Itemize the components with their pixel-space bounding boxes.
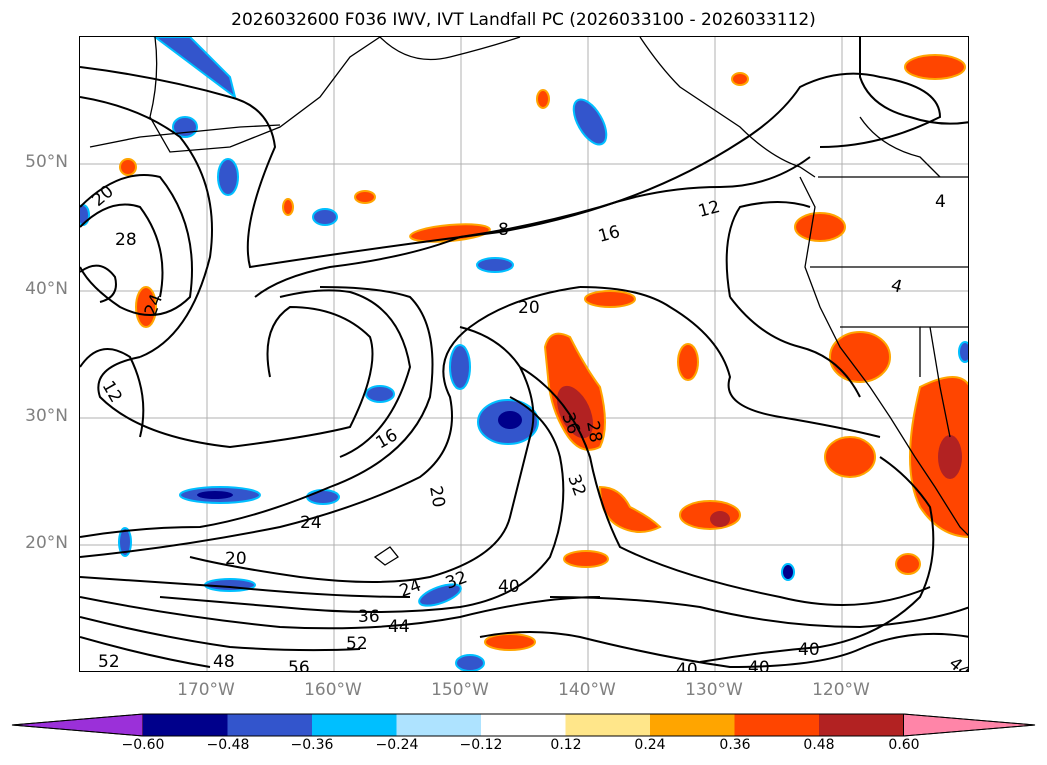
contour-label: 44: [388, 617, 410, 637]
lon-label-130w: 130°W: [685, 680, 743, 700]
colorbar-cell: [650, 714, 735, 736]
contour-label: 16: [373, 425, 402, 453]
coastlines: [89, 37, 968, 566]
lon-label-150w: 150°W: [431, 680, 489, 700]
positive-anomalies: [119, 54, 968, 651]
contour-label: 52: [346, 634, 368, 654]
contour-label: 20: [225, 549, 247, 569]
colorbar-outline: [11, 713, 1036, 737]
contour-label: 44: [945, 654, 969, 672]
colorbar-tick: 0.48: [803, 737, 835, 753]
colorbar-tick: 0.12: [550, 737, 582, 753]
lon-label-160w: 160°W: [304, 680, 362, 700]
contour-label: 20: [518, 298, 540, 318]
map-canvas: 20 28 24 12 8 16 12 4 4 20 16 20 36 28 3…: [80, 37, 969, 672]
colorbar-tick: −0.24: [375, 737, 419, 753]
colorbar-cell: [819, 714, 904, 736]
contour-label: 28: [115, 230, 137, 250]
contour-label: 12: [98, 378, 126, 407]
colorbar-cell: [734, 714, 819, 736]
colorbar: [11, 713, 1036, 737]
lat-label-20n: 20°N: [25, 533, 68, 553]
colorbar-cell: [312, 714, 397, 736]
contour-label: 40: [748, 658, 770, 672]
lon-label-140w: 140°W: [558, 680, 616, 700]
negative-anomalies: [80, 37, 968, 671]
contour-label: 40: [676, 660, 698, 672]
lat-label-40n: 40°N: [25, 279, 68, 299]
colorbar-cell: [227, 714, 312, 736]
contour-label: 20: [425, 484, 448, 509]
colorbar-tick: −0.12: [459, 737, 503, 753]
contour-label: 4: [889, 276, 905, 298]
contour-label: 28: [582, 419, 605, 444]
colorbar-cell: [481, 714, 566, 736]
colorbar-tick: −0.60: [121, 737, 165, 753]
contour-label: 4: [935, 192, 946, 212]
map-title: 2026032600 F036 IWV, IVT Landfall PC (20…: [231, 10, 816, 30]
contour-label: 52: [98, 652, 120, 672]
colorbar-tick: −0.36: [290, 737, 334, 753]
lon-label-120w: 120°W: [812, 680, 870, 700]
contour-label: 48: [213, 652, 235, 672]
colorbar-cell: [143, 714, 228, 736]
contour-label: 24: [300, 513, 322, 533]
contour-label: 32: [563, 472, 589, 499]
graticule: [80, 37, 968, 671]
contour-label: 40: [798, 640, 820, 660]
contour-label: 8: [498, 220, 509, 240]
lat-label-50n: 50°N: [25, 152, 68, 172]
colorbar-cell: [565, 714, 650, 736]
colorbar-tick: −0.48: [206, 737, 250, 753]
iwv-contours: [80, 37, 968, 669]
contour-label: 36: [358, 607, 380, 627]
colorbar-tick: 0.36: [719, 737, 751, 753]
lat-label-30n: 30°N: [25, 406, 68, 426]
map-panel: 20 28 24 12 8 16 12 4 4 20 16 20 36 28 3…: [79, 36, 969, 672]
contour-label: 12: [696, 197, 722, 222]
colorbar-extend-max: [903, 713, 1036, 737]
colorbar-cell: [396, 714, 481, 736]
colorbar-tick: 0.24: [634, 737, 666, 753]
contour-label: 40: [498, 577, 520, 597]
lon-label-170w: 170°W: [177, 680, 235, 700]
contour-label: 16: [596, 222, 622, 247]
colorbar-tick: 0.60: [888, 737, 920, 753]
colorbar-extend-min: [11, 713, 144, 737]
contour-label: 56: [288, 658, 310, 672]
